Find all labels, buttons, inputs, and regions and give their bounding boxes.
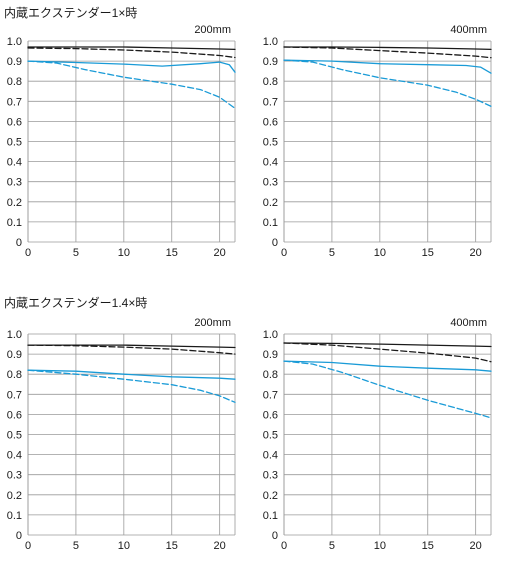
series-line-blue-solid bbox=[27, 60, 236, 73]
x-tick-label: 15 bbox=[166, 540, 178, 552]
x-tick-label: 5 bbox=[329, 540, 335, 552]
y-tick-label: 0.6 bbox=[7, 409, 22, 421]
y-tick-label: 0.7 bbox=[263, 389, 278, 401]
y-tick-label: 0.8 bbox=[7, 369, 22, 381]
series-line-black-dashed bbox=[27, 47, 236, 59]
y-tick-label: 0.2 bbox=[7, 197, 22, 209]
y-tick-label: 0.4 bbox=[7, 450, 22, 462]
y-tick-label: 0.5 bbox=[7, 137, 22, 149]
y-tick-label: 0.8 bbox=[7, 76, 22, 88]
y-tick-label: 0.4 bbox=[7, 157, 22, 169]
y-tick-label: 1.0 bbox=[7, 36, 22, 48]
y-tick-label: 1.0 bbox=[263, 329, 278, 341]
series-line-black-dashed bbox=[283, 342, 492, 363]
y-tick-label: 1.0 bbox=[263, 36, 278, 48]
y-tick-label: 0.9 bbox=[7, 56, 22, 68]
y-tick-label: 0.1 bbox=[263, 510, 278, 522]
y-tick-label: 1.0 bbox=[7, 329, 22, 341]
series-line-blue-dashed bbox=[283, 59, 492, 107]
focal-length-label: 400mm bbox=[450, 24, 487, 36]
y-tick-label: 0 bbox=[272, 530, 278, 542]
y-tick-label: 0 bbox=[272, 237, 278, 249]
x-tick-label: 0 bbox=[281, 247, 287, 259]
y-tick-label: 0.9 bbox=[7, 349, 22, 361]
section-title-1-4x: 内蔵エクステンダー1.4×時 bbox=[4, 296, 148, 310]
series-line-black-solid bbox=[283, 342, 492, 348]
section-title-1x: 内蔵エクステンダー1×時 bbox=[4, 6, 138, 20]
y-tick-label: 0.8 bbox=[263, 369, 278, 381]
chart-4: 0 0.1 0.2 0.3 0.4 0.5 0.6 0.7 0.8 0.9 1.0 0 5 10 15 20 4… bbox=[263, 317, 492, 552]
y-tick-label: 0.9 bbox=[263, 349, 278, 361]
x-tick-label: 0 bbox=[25, 247, 31, 259]
y-tick-label: 0.7 bbox=[7, 389, 22, 401]
y-tick-label: 0.5 bbox=[7, 430, 22, 442]
series-line-blue-solid bbox=[27, 369, 236, 380]
series-line-black-solid bbox=[283, 46, 492, 51]
y-tick-label: 0.5 bbox=[263, 137, 278, 149]
y-tick-label: 0.8 bbox=[263, 76, 278, 88]
y-tick-label: 0.3 bbox=[263, 177, 278, 189]
x-tick-label: 15 bbox=[166, 247, 178, 259]
y-tick-label: 0.1 bbox=[7, 217, 22, 229]
x-tick-label: 10 bbox=[374, 247, 386, 259]
series-line-blue-solid bbox=[283, 59, 492, 74]
y-tick-label: 0.1 bbox=[7, 510, 22, 522]
series-line-black-solid bbox=[27, 46, 236, 51]
y-tick-label: 0.3 bbox=[263, 470, 278, 482]
y-tick-label: 0.9 bbox=[263, 56, 278, 68]
y-tick-label: 0.6 bbox=[263, 409, 278, 421]
x-tick-label: 0 bbox=[25, 540, 31, 552]
chart-1: 0 0.1 0.2 0.3 0.4 0.5 0.6 0.7 0.8 0.9 1.0 0 5 10 15 20 2… bbox=[7, 24, 236, 259]
y-tick-label: 0.4 bbox=[263, 450, 278, 462]
x-tick-label: 10 bbox=[118, 540, 130, 552]
series-line-blue-dashed bbox=[27, 369, 236, 403]
x-tick-label: 5 bbox=[73, 247, 79, 259]
series-line-blue-solid bbox=[283, 360, 492, 372]
x-tick-label: 5 bbox=[73, 540, 79, 552]
x-tick-label: 20 bbox=[214, 540, 226, 552]
series-line-black-dashed bbox=[27, 344, 236, 355]
y-tick-label: 0.7 bbox=[7, 96, 22, 108]
x-tick-label: 10 bbox=[374, 540, 386, 552]
y-tick-label: 0.7 bbox=[263, 96, 278, 108]
x-tick-label: 20 bbox=[214, 247, 226, 259]
x-tick-label: 20 bbox=[470, 247, 482, 259]
series-line-blue-dashed bbox=[283, 360, 492, 419]
x-tick-label: 0 bbox=[281, 540, 287, 552]
focal-length-label: 400mm bbox=[450, 317, 487, 329]
x-tick-label: 15 bbox=[422, 540, 434, 552]
y-tick-label: 0.5 bbox=[263, 430, 278, 442]
y-tick-label: 0.3 bbox=[7, 177, 22, 189]
x-tick-label: 15 bbox=[422, 247, 434, 259]
chart-2: 0 0.1 0.2 0.3 0.4 0.5 0.6 0.7 0.8 0.9 1.0 0 5 10 15 20 4… bbox=[263, 24, 492, 259]
focal-length-label: 200mm bbox=[194, 317, 231, 329]
y-tick-label: 0.2 bbox=[7, 490, 22, 502]
y-tick-label: 0.2 bbox=[263, 490, 278, 502]
y-tick-label: 0 bbox=[16, 237, 22, 249]
y-tick-label: 0.2 bbox=[263, 197, 278, 209]
x-tick-label: 5 bbox=[329, 247, 335, 259]
x-tick-label: 20 bbox=[470, 540, 482, 552]
y-tick-label: 0.4 bbox=[263, 157, 278, 169]
y-tick-label: 0 bbox=[16, 530, 22, 542]
series-line-blue-dashed bbox=[27, 60, 236, 109]
y-tick-label: 0.3 bbox=[7, 470, 22, 482]
chart-3: 0 0.1 0.2 0.3 0.4 0.5 0.6 0.7 0.8 0.9 1.0 0 5 10 15 20 2… bbox=[7, 317, 236, 552]
x-tick-label: 10 bbox=[118, 247, 130, 259]
y-tick-label: 0.6 bbox=[263, 116, 278, 128]
y-tick-label: 0.6 bbox=[7, 116, 22, 128]
y-tick-label: 0.1 bbox=[263, 217, 278, 229]
focal-length-label: 200mm bbox=[194, 24, 231, 36]
series-line-black-dashed bbox=[283, 46, 492, 59]
